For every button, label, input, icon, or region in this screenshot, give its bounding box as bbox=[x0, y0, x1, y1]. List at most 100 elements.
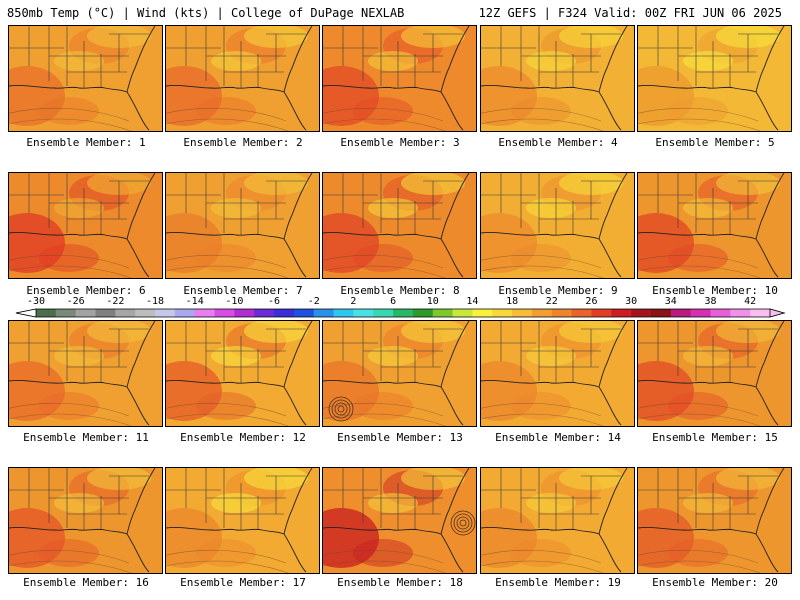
cool-region bbox=[526, 493, 576, 513]
ensemble-panel bbox=[165, 25, 320, 132]
warm-region bbox=[9, 361, 65, 421]
warm-region bbox=[39, 539, 99, 567]
warm-region bbox=[323, 66, 379, 126]
colorbar-swatch bbox=[36, 309, 57, 317]
cool-region bbox=[683, 346, 733, 366]
ensemble-panel bbox=[8, 172, 163, 279]
cool-region bbox=[526, 51, 576, 71]
member-label: Ensemble Member: 20 bbox=[652, 576, 778, 589]
state-borders bbox=[638, 173, 778, 235]
warm-region bbox=[196, 539, 256, 567]
member-label: Ensemble Member: 6 bbox=[26, 284, 146, 297]
state-borders bbox=[323, 468, 463, 530]
height-contours bbox=[638, 107, 761, 131]
warm-region bbox=[166, 361, 222, 421]
member-label: Ensemble Member: 11 bbox=[23, 431, 149, 444]
state-borders bbox=[638, 26, 778, 88]
temperature-map bbox=[9, 468, 162, 573]
height-contours bbox=[9, 402, 132, 426]
colorbar-swatch bbox=[115, 309, 136, 317]
coastline bbox=[638, 26, 785, 131]
member-label: Ensemble Member: 14 bbox=[495, 431, 621, 444]
member-label: Ensemble Member: 4 bbox=[498, 136, 618, 149]
temperature-map bbox=[9, 173, 162, 278]
colorbar-tick-label: -26 bbox=[66, 296, 85, 307]
member-label: Ensemble Member: 2 bbox=[183, 136, 303, 149]
warm-region bbox=[39, 97, 99, 125]
member-label: Ensemble Member: 16 bbox=[23, 576, 149, 589]
warm-region bbox=[668, 97, 728, 125]
temperature-map bbox=[481, 26, 634, 131]
warm-region bbox=[323, 213, 379, 273]
member-label: Ensemble Member: 12 bbox=[180, 431, 306, 444]
colorbar-swatch bbox=[432, 309, 454, 317]
warm-region bbox=[668, 244, 728, 272]
cool-region bbox=[526, 198, 576, 218]
warm-region bbox=[323, 361, 379, 421]
colorbar-tick-label: 30 bbox=[625, 296, 638, 307]
temperature-map bbox=[9, 321, 162, 426]
temperature-map bbox=[9, 26, 162, 131]
member-label: Ensemble Member: 15 bbox=[652, 431, 778, 444]
coastline bbox=[166, 173, 313, 278]
state-borders bbox=[9, 321, 149, 383]
member-label: Ensemble Member: 17 bbox=[180, 576, 306, 589]
warm-region bbox=[638, 361, 694, 421]
warm-region bbox=[353, 539, 413, 567]
cyclone-contour bbox=[456, 516, 470, 530]
ensemble-panel bbox=[637, 467, 792, 574]
temperature-map bbox=[638, 321, 791, 426]
temperature-map bbox=[638, 26, 791, 131]
cool-region bbox=[368, 493, 418, 513]
colorbar-swatch bbox=[670, 309, 692, 317]
colorbar-swatch bbox=[412, 309, 434, 317]
ensemble-panel bbox=[8, 25, 163, 132]
colorbar-tick-label: -18 bbox=[145, 296, 165, 307]
state-borders bbox=[9, 468, 149, 530]
warm-region bbox=[481, 66, 537, 126]
colorbar-swatch bbox=[531, 309, 553, 317]
colorbar-swatch bbox=[55, 309, 77, 317]
coastline bbox=[166, 321, 313, 426]
colorbar-swatch bbox=[155, 309, 176, 317]
height-contours bbox=[166, 549, 289, 573]
coastline bbox=[9, 468, 156, 573]
member-label: Ensemble Member: 7 bbox=[183, 284, 303, 297]
coastline bbox=[481, 321, 628, 426]
colorbar-swatch bbox=[611, 309, 632, 317]
model-run-info: 12Z GEFS | F324 Valid: 00Z FRI JUN 06 20… bbox=[478, 6, 782, 20]
ensemble-panel bbox=[480, 467, 635, 574]
colorbar-tick-label: 42 bbox=[744, 296, 757, 307]
colorbar-swatch bbox=[512, 309, 533, 317]
colorbar-swatch bbox=[730, 309, 751, 317]
colorbar-swatch bbox=[174, 309, 196, 317]
member-label: Ensemble Member: 9 bbox=[498, 284, 618, 297]
colorbar-swatch bbox=[95, 309, 116, 317]
colorbar-swatch bbox=[710, 309, 731, 317]
colorbar-swatch bbox=[492, 309, 513, 317]
colorbar-swatch bbox=[452, 309, 473, 317]
warm-region bbox=[511, 244, 571, 272]
ensemble-panel bbox=[480, 25, 635, 132]
state-borders bbox=[166, 26, 306, 88]
colorbar-tick-label: 38 bbox=[704, 296, 717, 307]
colorbar-tick-label: 34 bbox=[664, 296, 677, 307]
ensemble-panel bbox=[480, 172, 635, 279]
temperature-map bbox=[166, 173, 319, 278]
cool-region bbox=[54, 346, 104, 366]
ensemble-panel bbox=[322, 467, 477, 574]
colorbar-tick-label: -22 bbox=[106, 296, 125, 307]
cool-region bbox=[683, 51, 733, 71]
warm-region bbox=[511, 539, 571, 567]
warm-region bbox=[166, 66, 222, 126]
colorbar-swatch bbox=[214, 309, 235, 317]
cyclone-contour bbox=[331, 399, 351, 419]
height-contours bbox=[166, 402, 289, 426]
colorbar-swatch bbox=[333, 309, 354, 317]
coastline bbox=[323, 468, 470, 573]
temperature-map bbox=[481, 468, 634, 573]
colorbar-swatch bbox=[274, 309, 295, 317]
colorbar-swatch bbox=[631, 309, 652, 317]
height-contours bbox=[166, 107, 289, 131]
colorbar-swatch bbox=[750, 309, 771, 317]
